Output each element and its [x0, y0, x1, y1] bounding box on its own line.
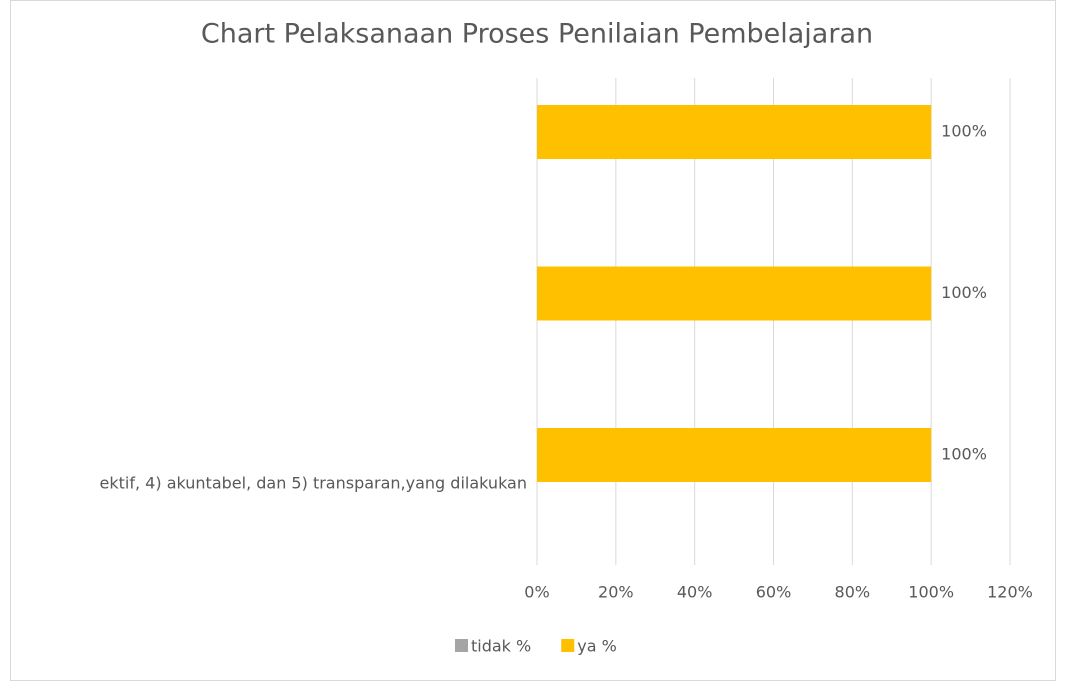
- x-tick-label: 60%: [756, 583, 792, 602]
- legend-label: tidak %: [471, 637, 531, 656]
- legend-swatch: [455, 639, 468, 652]
- legend-swatch: [561, 639, 575, 652]
- data-label: 100%: [941, 122, 987, 141]
- y-tick-label: ektif, 4) akuntabel, dan 5) transparan,y…: [100, 474, 527, 493]
- data-label: 100%: [941, 283, 987, 302]
- chart-title: Chart Pelaksanaan Proses Penilaian Pembe…: [201, 19, 873, 50]
- x-tick-label: 0%: [524, 583, 549, 602]
- x-tick-label: 20%: [598, 583, 634, 602]
- x-tick-label: 80%: [835, 583, 871, 602]
- bar: [537, 266, 932, 321]
- chart-frame: [10, 0, 1056, 681]
- x-tick-label: 100%: [908, 583, 954, 602]
- x-tick-label: 40%: [677, 583, 713, 602]
- x-tick-label: 120%: [987, 583, 1033, 602]
- legend-label: ya %: [577, 637, 617, 656]
- bar: [537, 105, 932, 159]
- bar: [537, 428, 932, 482]
- data-label: 100%: [941, 445, 987, 464]
